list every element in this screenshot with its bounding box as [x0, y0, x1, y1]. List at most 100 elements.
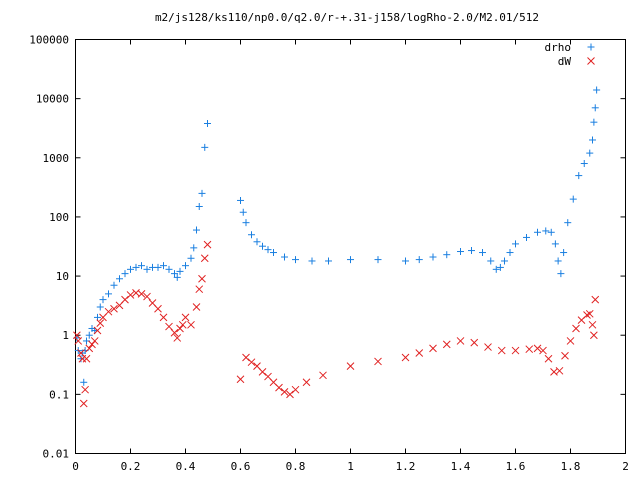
- drho-point: [575, 172, 583, 180]
- drho-point: [542, 227, 550, 235]
- drho-point: [534, 228, 541, 236]
- drho-point: [557, 270, 565, 278]
- drho-point: [506, 249, 514, 257]
- drho-point: [193, 226, 200, 234]
- data-points: [73, 86, 601, 408]
- dW-point: [539, 346, 547, 355]
- dW-point: [302, 378, 311, 387]
- drho-point: [242, 219, 250, 227]
- legend-marker-dW: [587, 57, 595, 65]
- dW-point: [173, 334, 182, 342]
- dW-point: [470, 338, 479, 347]
- drho-point: [190, 244, 198, 252]
- dW-point: [195, 285, 204, 294]
- drho-point: [479, 249, 486, 257]
- series-drho: [73, 86, 601, 386]
- drho-point: [116, 275, 123, 283]
- dW-point: [561, 351, 569, 360]
- drho-point: [281, 253, 288, 261]
- drho-point: [429, 253, 437, 261]
- drho-point: [143, 265, 151, 273]
- x-axis: 0 0.2 0.4 0.6 0.8 1 1.2 1.4 1.6 1.8 2: [72, 39, 629, 473]
- drho-point: [492, 265, 500, 273]
- dW-point: [126, 291, 135, 299]
- dW-point: [165, 322, 173, 331]
- dW-point: [511, 346, 520, 355]
- drho-point: [308, 257, 316, 265]
- drho-point: [264, 246, 272, 254]
- dW-point: [566, 337, 575, 345]
- dW-point: [346, 362, 355, 370]
- dW-point: [291, 385, 300, 394]
- dW-point: [544, 354, 553, 363]
- drho-point: [99, 296, 107, 304]
- drho-point: [160, 262, 167, 270]
- x-tick-label: 1: [347, 460, 354, 473]
- dW-point: [192, 303, 201, 311]
- dW-point: [588, 320, 597, 329]
- dW-point: [121, 295, 129, 304]
- drho-point: [551, 240, 559, 248]
- drho-point: [325, 257, 332, 265]
- drho-point: [195, 203, 203, 211]
- drho-point: [457, 248, 464, 256]
- dW-point: [181, 313, 190, 322]
- x-tick-label: 0: [72, 460, 79, 473]
- drho-point: [496, 263, 504, 271]
- drho-point: [589, 136, 596, 144]
- drho-point: [374, 256, 382, 264]
- y-tick-label: 0.01: [43, 448, 70, 461]
- drho-point: [77, 355, 85, 363]
- dW-point: [85, 344, 94, 353]
- drho-point: [253, 238, 261, 246]
- x-tick-label: 2: [622, 460, 629, 473]
- drho-point: [105, 290, 112, 298]
- drho-point: [347, 256, 354, 264]
- drho-point: [564, 219, 572, 227]
- dW-point: [198, 274, 206, 283]
- dW-point: [73, 331, 81, 340]
- drho-point: [80, 378, 88, 386]
- drho-point: [110, 281, 118, 289]
- dW-point: [590, 331, 598, 340]
- y-tick-label: 100000: [29, 34, 69, 47]
- drho-point: [204, 119, 211, 127]
- x-tick-label: 0.2: [121, 460, 141, 473]
- y-tick-label: 10: [56, 270, 69, 283]
- drho-point: [415, 256, 423, 264]
- y-tick-label: 10000: [36, 93, 69, 106]
- drho-point: [586, 149, 594, 157]
- drho-point: [443, 251, 451, 259]
- dW-point: [374, 357, 382, 366]
- drho-point: [127, 265, 134, 273]
- dW-point: [154, 304, 162, 313]
- legend-marker-drho: [587, 43, 595, 51]
- plot-frame: [75, 39, 626, 454]
- drho-point: [402, 257, 409, 265]
- dW-point: [203, 240, 212, 249]
- dW-point: [583, 311, 591, 319]
- dW-point: [200, 254, 209, 263]
- dW-point: [258, 368, 267, 376]
- drho-point: [165, 265, 173, 273]
- dW-point: [159, 313, 168, 322]
- dW-point: [242, 353, 250, 362]
- drho-point: [569, 195, 577, 203]
- drho-point: [237, 196, 244, 204]
- drho-point: [591, 104, 599, 112]
- series-dW: [73, 240, 600, 408]
- drho-point: [590, 118, 598, 126]
- drho-point: [512, 240, 519, 248]
- x-tick-label: 0.8: [286, 460, 306, 473]
- y-tick-label: 1: [62, 329, 69, 342]
- chart-title: m2/js128/ks110/np0.0/q2.0/r-+.31-j158/lo…: [155, 11, 539, 24]
- drho-point: [580, 160, 588, 168]
- drho-point: [270, 249, 277, 257]
- drho-point: [487, 257, 495, 265]
- drho-point: [138, 262, 145, 270]
- dW-point: [286, 390, 294, 399]
- y-tick-label: 0.1: [49, 388, 69, 401]
- dW-point: [178, 320, 187, 329]
- dW-point: [555, 366, 564, 375]
